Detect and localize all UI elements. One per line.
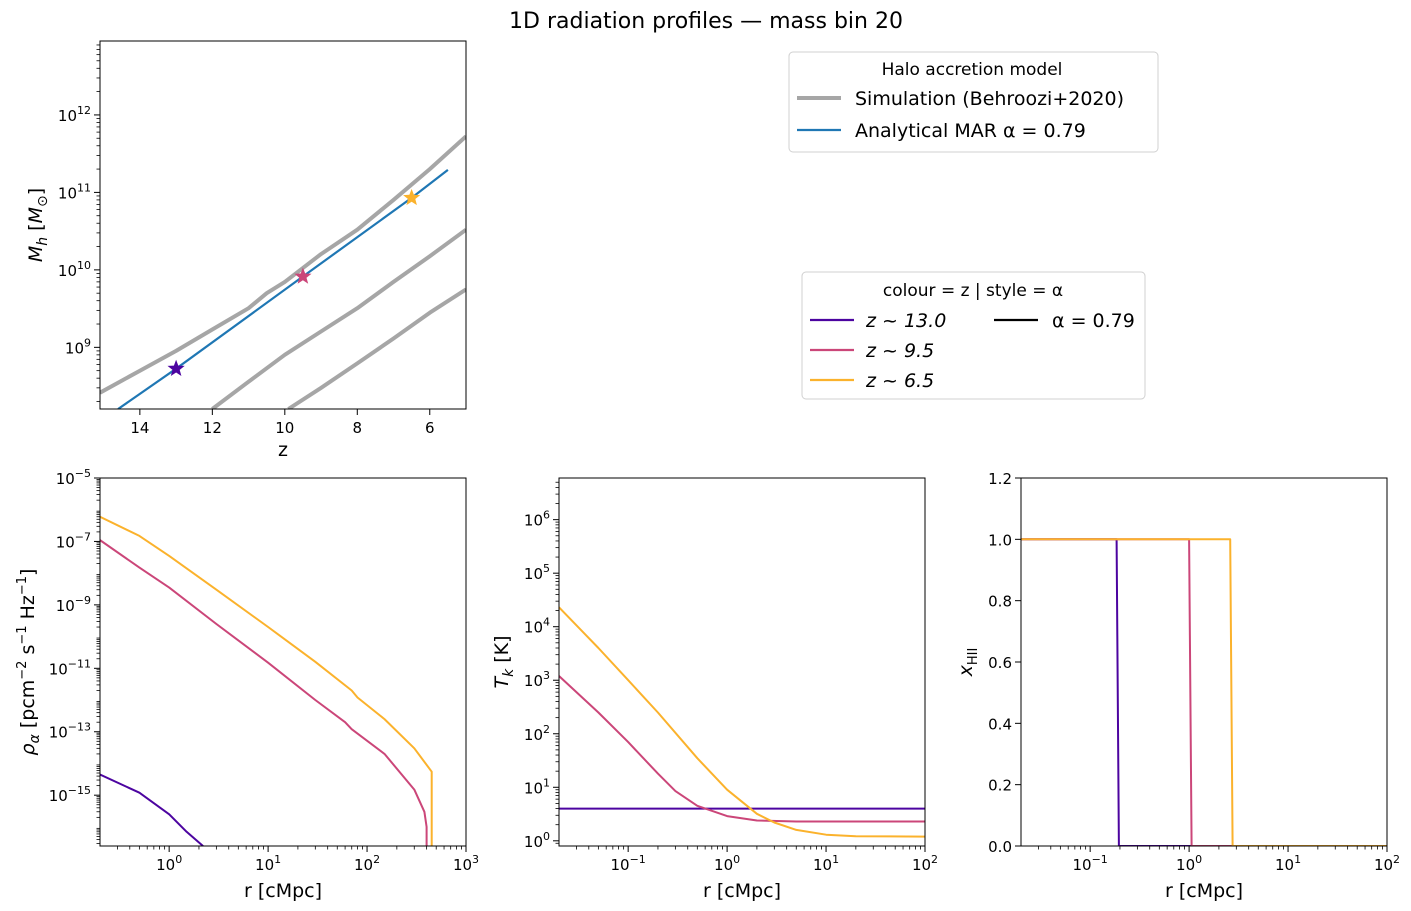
- redshift-star-marker-2: [403, 188, 421, 206]
- temperature-x-tick-label: 100: [714, 853, 740, 874]
- temperature-x-tick-label: 101: [813, 853, 839, 874]
- mass_history-x-tick-label: 8: [353, 419, 363, 437]
- rho_alpha-y-tick-label: 10−15: [49, 784, 91, 805]
- ionized-fraction-frame: [1020, 477, 1388, 847]
- temperature-series-1: [559, 675, 925, 823]
- temperature-y-tick-label: 105: [524, 562, 550, 583]
- mass_history-series-2: [287, 287, 466, 409]
- mass_history-y-tick-label: 1012: [58, 104, 91, 125]
- legend-alpha-label: α = 0.79: [1052, 310, 1135, 332]
- mass_history-x-tick-label: 12: [203, 419, 222, 437]
- ionized_fraction-y-tick-label: 0.2: [988, 777, 1012, 795]
- rho-alpha-xlabel: r [cMpc]: [244, 880, 322, 902]
- mass_history-y-tick-label: 109: [65, 336, 91, 357]
- mass-history-ticks: 14 12 10 8 6 109 1010 1011 1012: [58, 44, 435, 437]
- temperature-marks: [559, 606, 925, 838]
- legend-analytical-label: Analytical MAR α = 0.79: [855, 120, 1086, 142]
- temperature-plot-area: [559, 606, 925, 838]
- rho_alpha-series-1: [100, 539, 428, 846]
- mass_history-x-tick-label: 10: [275, 419, 294, 437]
- temperature-y-tick-label: 101: [524, 776, 550, 797]
- rho_alpha-y-tick-label: 10−7: [56, 530, 91, 551]
- colour-style-legend-box: [801, 271, 1146, 400]
- temperature-ticks: 10−1 100 101 102 100 101 102 103 104 105 106: [524, 481, 938, 874]
- rho-alpha-frame: [99, 477, 467, 847]
- ionized-fraction-panel: 10−1 100 101 102 0.0 0.2 0.4 0.6 0.8 1.0 1.2 r [cM…: [955, 470, 1400, 902]
- redshift-star-marker-0: [167, 359, 185, 376]
- ionized_fraction-series-0: [1021, 538, 1387, 846]
- ionized_fraction-y-tick-label: 0.8: [988, 593, 1012, 611]
- rho_alpha-x-tick-label: 101: [255, 853, 281, 874]
- ionized-fraction-ylabel: xHII: [955, 648, 981, 678]
- rho-alpha-ticks: 100 101 102 103 10−15 10−13 10−11 10−9 10−7 10−5: [49, 467, 479, 874]
- ionized_fraction-x-tick-label: 102: [1374, 853, 1400, 874]
- mass-history-frame: [99, 40, 467, 410]
- mass-history-marks: [100, 134, 466, 409]
- ionized_fraction-y-tick-label: 0.0: [988, 838, 1012, 856]
- rho_alpha-x-tick-label: 103: [453, 853, 479, 874]
- accretion-legend: Halo accretion model Simulation (Behrooz…: [788, 51, 1159, 153]
- temperature-y-tick-label: 102: [524, 723, 550, 744]
- accretion-legend-box: [788, 51, 1159, 153]
- rho_alpha-series-0: [100, 773, 204, 846]
- ionized_fraction-series-2: [1021, 538, 1387, 846]
- mass_history-series-1: [211, 228, 466, 409]
- mass_history-x-tick-label: 14: [130, 419, 149, 437]
- temperature-x-tick-label: 10−1: [611, 853, 646, 874]
- temperature-y-tick-label: 106: [524, 509, 550, 530]
- ionized-fraction-ticks: 10−1 100 101 102 0.0 0.2 0.4 0.6 0.8 1.0 1.2: [988, 470, 1400, 874]
- ionized_fraction-x-tick-label: 10−1: [1073, 853, 1108, 874]
- mass_history-y-tick-label: 1011: [58, 181, 91, 202]
- mass_history-series-3: [117, 169, 449, 409]
- temperature-series-2: [559, 606, 925, 838]
- redshift-star-marker-1: [294, 267, 312, 284]
- rho_alpha-y-tick-label: 10−13: [49, 721, 91, 742]
- colour-style-legend-title: colour = z | style = α: [883, 281, 1063, 301]
- mass_history-plot-area: [100, 134, 466, 409]
- rho_alpha-plot-area: [100, 515, 433, 846]
- ionized_fraction-y-tick-label: 0.6: [988, 654, 1012, 672]
- ionized_fraction-series-1: [1021, 538, 1387, 846]
- rho_alpha-x-tick-label: 100: [156, 853, 182, 874]
- temperature-ylabel: Tk [K]: [491, 635, 517, 688]
- temperature-xlabel: r [cMpc]: [703, 880, 781, 902]
- rho_alpha-series-2: [100, 515, 433, 846]
- ionized_fraction-y-tick-label: 1.2: [988, 470, 1012, 488]
- temperature-y-tick-label: 100: [524, 830, 550, 851]
- rho_alpha-y-tick-label: 10−11: [49, 657, 91, 678]
- ionized_fraction-x-tick-label: 100: [1176, 853, 1202, 874]
- ionized_fraction-y-tick-label: 0.4: [988, 715, 1012, 733]
- legend-z6-5-label: z ~ 6.5: [865, 370, 934, 392]
- ionized_fraction-y-tick-label: 1.0: [988, 531, 1012, 549]
- mass_history-x-tick-label: 6: [425, 419, 435, 437]
- rho-alpha-panel: 100 101 102 10310−1510−1310−1110−910−710−5 …: [15, 467, 479, 902]
- rho_alpha-y-tick-label: 10−5: [56, 467, 91, 488]
- mass-history-panel: 14 12 10 8 6 109 1010 1011 1012 z Mh [M⊙]: [25, 40, 467, 461]
- rho_alpha-y-tick-label: 10−9: [56, 594, 91, 615]
- temperature-panel: 10−1 100 101 102 100 101 102 103 104 105 106 r [cM…: [491, 477, 938, 902]
- legend-z9-5-label: z ~ 9.5: [865, 340, 934, 362]
- colour-style-legend: colour = z | style = α z ~ 13.0 z ~ 9.5 …: [801, 271, 1146, 400]
- temperature-x-tick-label: 102: [912, 853, 938, 874]
- mass_history-y-tick-label: 1010: [58, 259, 91, 280]
- legend-z13-label: z ~ 13.0: [865, 310, 946, 332]
- rho-alpha-ylabel: ρα [pcm−2 s−1 Hz−1]: [15, 569, 43, 756]
- rho-alpha-marks: [100, 515, 433, 846]
- temperature-y-tick-label: 103: [524, 669, 550, 690]
- figure-title: 1D radiation profiles — mass bin 20: [509, 9, 903, 34]
- ionized_fraction-x-tick-label: 101: [1275, 853, 1301, 874]
- ionized-fraction-xlabel: r [cMpc]: [1165, 880, 1243, 902]
- legend-simulation-label: Simulation (Behroozi+2020): [855, 88, 1124, 110]
- temperature-frame: [558, 477, 926, 847]
- ionized-fraction-marks: [1021, 538, 1387, 846]
- accretion-legend-title: Halo accretion model: [882, 60, 1063, 80]
- temperature-y-tick-label: 104: [524, 616, 550, 637]
- mass-history-ylabel: Mh [M⊙]: [25, 188, 51, 262]
- mass-history-xlabel: z: [278, 439, 288, 461]
- ionized_fraction-plot-area: [1021, 538, 1387, 846]
- rho_alpha-x-tick-label: 102: [354, 853, 380, 874]
- mass_history-series-0: [100, 134, 466, 395]
